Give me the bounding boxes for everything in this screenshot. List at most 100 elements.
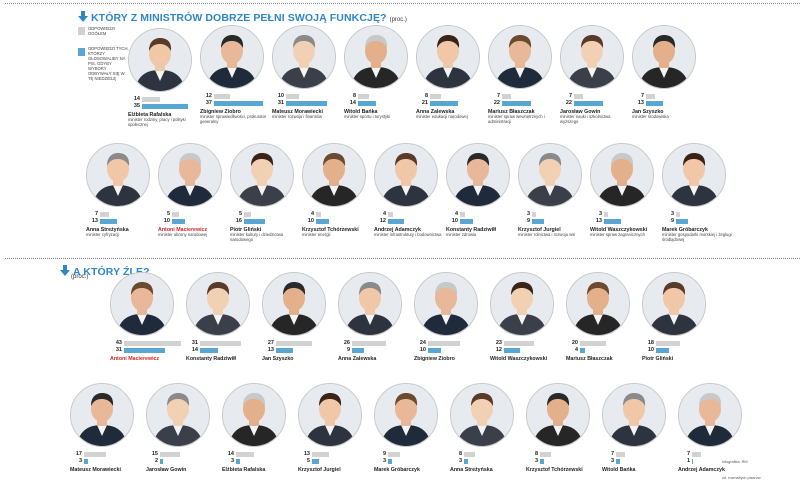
minister-card-andrzej-adamczyk: 7 1 Andrzej Adamczyk <box>678 383 752 503</box>
infographic-credit: infografika: RM <box>722 460 748 464</box>
portrait-photo <box>338 272 402 336</box>
bar-overall <box>100 211 110 217</box>
minister-role: minister cyfryzacji <box>86 232 120 237</box>
value-label-overall: 7 <box>610 451 614 457</box>
value-label-overall: 9 <box>382 451 386 457</box>
bar-overall <box>236 451 255 457</box>
minister-card-krzysztof-tchorzewski: 8 3 Krzysztof Tchórzewski <box>526 383 600 503</box>
minister-name: Witold Bańka <box>602 467 636 473</box>
minister-name: Mateusz Morawiecki <box>272 109 323 115</box>
bar-pis <box>244 218 266 224</box>
portrait-photo <box>678 383 742 447</box>
top-divider <box>5 3 800 4</box>
bar-group: 14 35 <box>128 96 202 110</box>
minister-name: Anna Zalewska <box>338 356 377 362</box>
bar-group: 7 13 <box>86 211 160 225</box>
portrait-photo <box>110 272 174 336</box>
minister-name: Elżbieta Rafalska <box>222 467 266 473</box>
bar-group: 5 10 <box>158 211 232 225</box>
portrait-photo <box>446 143 510 207</box>
value-label-overall: 5 <box>166 211 170 217</box>
value-label-pis: 22 <box>565 100 572 106</box>
portrait-photo <box>298 383 362 447</box>
bar-pis <box>316 218 330 224</box>
value-label-overall: 8 <box>424 93 428 99</box>
bar-group: 8 14 <box>344 93 418 107</box>
bar-overall <box>244 211 251 217</box>
value-label-pis: 9 <box>526 218 530 224</box>
portrait-photo <box>86 143 150 207</box>
minister-name: Mariusz Błaszczak <box>488 109 535 115</box>
bar-overall <box>312 451 330 457</box>
value-label-overall: 7 <box>640 93 644 99</box>
minister-card-zbigniew-ziobro: 24 10 Zbigniew Ziobro <box>414 272 488 392</box>
minister-role: minister kultury i dziedzictwa narodoweg… <box>230 232 284 242</box>
value-label-overall: 10 <box>277 93 284 99</box>
bar-overall <box>460 211 466 217</box>
minister-card-witold-waszczykowski: 3 13 Witold Waszczykowski minister spraw za… <box>590 143 664 263</box>
bar-group: 10 31 <box>272 93 346 107</box>
value-label-pis: 1 <box>686 458 690 464</box>
value-label-pis: 10 <box>647 347 654 353</box>
bar-overall <box>316 211 322 217</box>
bar-overall <box>428 340 460 346</box>
minister-name: Krzysztof Tchórzewski <box>526 467 583 473</box>
legend-swatch-pis <box>78 48 85 56</box>
bar-group: 7 22 <box>488 93 562 107</box>
portrait-photo <box>642 272 706 336</box>
value-label-pis: 9 <box>346 347 350 353</box>
bar-overall <box>358 93 369 99</box>
portrait-photo <box>414 272 478 336</box>
value-label-overall: 3 <box>670 211 674 217</box>
bar-pis <box>352 347 364 353</box>
portrait-photo <box>560 25 624 89</box>
value-label-pis: 3 <box>458 458 462 464</box>
value-label-pis: 37 <box>205 100 212 106</box>
minister-name: Jan Szyszko <box>632 109 664 115</box>
minister-name: Piotr Gliński <box>642 356 674 362</box>
portrait-photo <box>272 25 336 89</box>
portrait-photo <box>518 143 582 207</box>
value-label-overall: 13 <box>303 451 310 457</box>
minister-role: minister gospodarki morskiej i żeglugi ś… <box>662 232 732 242</box>
bar-overall <box>430 93 441 99</box>
value-label-overall: 26 <box>343 340 350 346</box>
minister-card-mateusz-morawiecki: 17 3 Mateusz Morawiecki <box>70 383 144 503</box>
minister-card-mariusz-blaszczak: 7 22 Mariusz Błaszczak minister spraw wewnę… <box>488 25 562 145</box>
bar-group: 20 4 <box>566 340 640 354</box>
value-label-overall: 31 <box>191 340 198 346</box>
minister-role: minister sprawiedliwości, prokurator gen… <box>200 114 267 124</box>
minister-role: minister rolnictwa i rozwoju wsi <box>518 232 576 237</box>
minister-card-jaroslaw-gowin: 15 2 Jarosław Gowin <box>146 383 220 503</box>
bar-overall <box>540 451 551 457</box>
bar-overall <box>656 340 680 346</box>
minister-card-konstanty-radziwill: 31 14 Konstanty Radziwiłł <box>186 272 260 392</box>
bar-group: 4 12 <box>374 211 448 225</box>
value-label-overall: 20 <box>571 340 578 346</box>
minister-name: Elżbieta Rafalska <box>128 112 172 118</box>
value-label-pis: 3 <box>382 458 386 464</box>
down-arrow-icon <box>60 263 70 276</box>
bar-pis <box>160 458 163 464</box>
value-label-overall: 12 <box>205 93 212 99</box>
portrait-photo <box>488 25 552 89</box>
minister-role: minister infrastruktury i budownictwa <box>374 232 442 237</box>
minister-name: Anna Streżyńska <box>450 467 493 473</box>
bar-overall <box>574 93 584 99</box>
value-label-pis: 3 <box>78 458 82 464</box>
minister-card-antoni-macierewicz: 5 10 Antoni Macierewicz minister obrony nar… <box>158 143 232 263</box>
value-label-pis: 21 <box>421 100 428 106</box>
value-label-overall: 8 <box>534 451 538 457</box>
portrait-photo <box>416 25 480 89</box>
value-label-overall: 8 <box>458 451 462 457</box>
bar-overall <box>646 93 656 99</box>
value-label-overall: 3 <box>598 211 602 217</box>
value-label-overall: 3 <box>526 211 530 217</box>
bar-overall <box>84 451 107 457</box>
bar-pis <box>464 458 468 464</box>
bar-group: 17 3 <box>70 451 144 465</box>
section-good-title: KTÓRY Z MINISTRÓW DOBRZE PEŁNI SWOJĄ FUN… <box>91 12 387 24</box>
